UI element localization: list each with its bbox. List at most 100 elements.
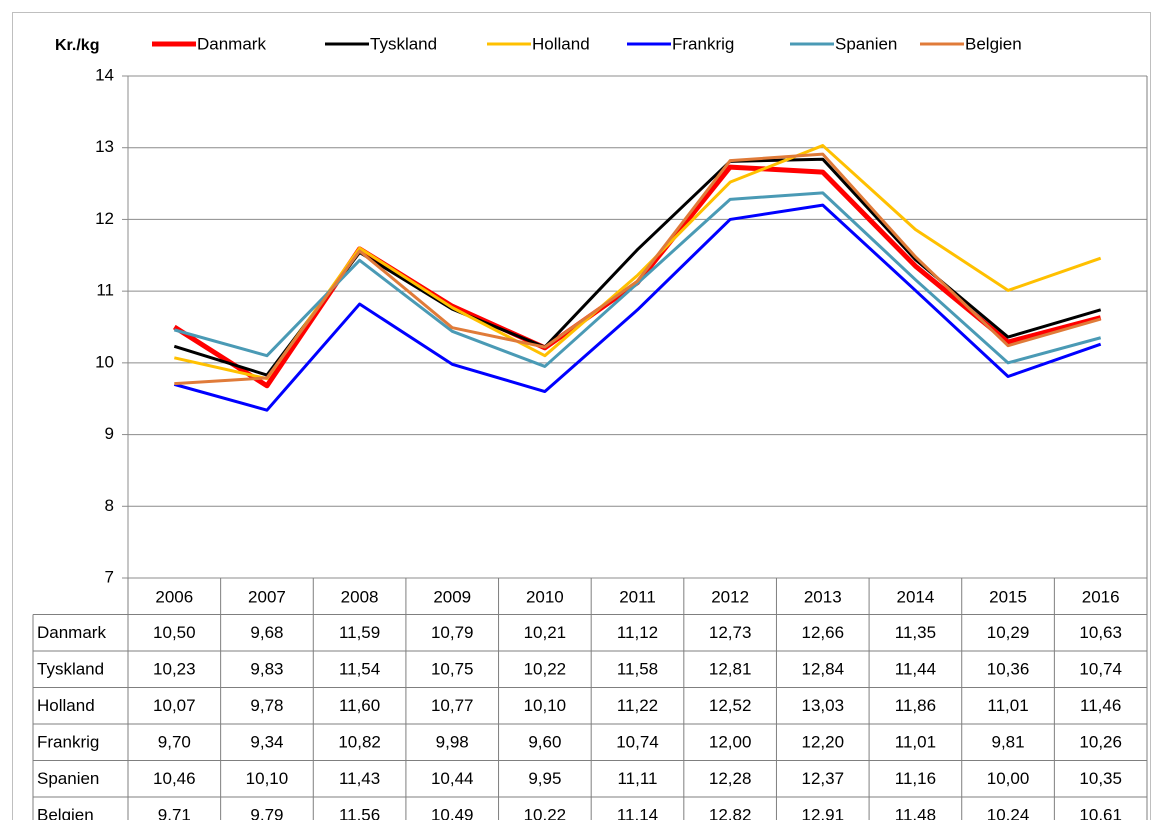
series-line <box>173 203 1102 412</box>
table-cell: 9,68 <box>250 623 283 642</box>
x-tick-label: 2013 <box>804 588 842 607</box>
x-tick-label: 2016 <box>1082 588 1120 607</box>
table-cell: 10,36 <box>987 660 1030 679</box>
table-row-label: Spanien <box>37 769 99 788</box>
table-cell: 11,43 <box>339 769 380 788</box>
table-cell: 9,60 <box>528 733 561 752</box>
table-cell: 9,95 <box>528 769 561 788</box>
table-cell: 10,77 <box>431 696 474 715</box>
x-tick-label: 2010 <box>526 588 564 607</box>
y-tick-label: 9 <box>105 424 114 443</box>
table-cell: 10,74 <box>616 733 659 752</box>
table-cell: 10,82 <box>338 733 381 752</box>
x-tick-label: 2006 <box>155 588 193 607</box>
legend-label: Belgien <box>965 34 1022 53</box>
table-cell: 9,98 <box>436 733 469 752</box>
x-tick-label: 2011 <box>619 588 656 607</box>
table-cell: 12,81 <box>709 660 752 679</box>
table-row-label: Danmark <box>37 623 106 642</box>
table-cell: 13,03 <box>801 696 844 715</box>
table-cell: 12,52 <box>709 696 752 715</box>
x-tick-label: 2008 <box>341 588 379 607</box>
table-cell: 12,84 <box>801 660 844 679</box>
table-cell: 10,79 <box>431 623 474 642</box>
table-cell: 12,00 <box>709 733 752 752</box>
table-cell: 9,79 <box>250 806 283 820</box>
table-cell: 10,23 <box>153 660 196 679</box>
table-cell: 10,10 <box>524 696 567 715</box>
table-cell: 11,58 <box>617 660 658 679</box>
series-line <box>174 152 1102 386</box>
table-cell: 10,00 <box>987 769 1030 788</box>
table-cell: 12,73 <box>709 623 752 642</box>
legend-label: Holland <box>532 34 590 53</box>
table-cell: 10,49 <box>431 806 474 820</box>
table-cell: 10,10 <box>246 769 289 788</box>
table-cell: 12,20 <box>801 733 844 752</box>
table-cell: 12,66 <box>801 623 844 642</box>
table-cell: 10,29 <box>987 623 1030 642</box>
table-row-label: Frankrig <box>37 733 99 752</box>
table-cell: 11,01 <box>895 733 936 752</box>
table-cell: 9,34 <box>250 733 283 752</box>
table-cell: 10,74 <box>1079 660 1122 679</box>
table-cell: 10,61 <box>1079 806 1122 820</box>
legend-label: Tyskland <box>370 34 437 53</box>
table-cell: 11,14 <box>617 806 658 820</box>
y-tick-label: 12 <box>95 209 114 228</box>
table-cell: 11,16 <box>895 769 936 788</box>
y-axis-label: Kr./kg <box>55 37 99 54</box>
legend-label: Spanien <box>835 34 897 53</box>
table-cell: 9,81 <box>991 733 1024 752</box>
table-cell: 11,59 <box>339 623 380 642</box>
table-row-label: Holland <box>37 696 95 715</box>
table-cell: 11,56 <box>339 806 380 820</box>
y-tick-label: 8 <box>105 496 114 515</box>
x-tick-label: 2009 <box>433 588 471 607</box>
table-cell: 11,11 <box>617 769 657 788</box>
table-cell: 10,21 <box>524 623 567 642</box>
table-cell: 11,86 <box>895 696 936 715</box>
table-cell: 12,91 <box>801 806 844 820</box>
table-cell: 11,54 <box>339 660 380 679</box>
table-row-label: Belgien <box>37 806 94 820</box>
y-tick-label: 7 <box>105 567 114 586</box>
table-row-label: Tyskland <box>37 660 104 679</box>
series-line <box>173 144 1102 381</box>
table-cell: 10,46 <box>153 769 196 788</box>
table-cell: 10,63 <box>1079 623 1122 642</box>
y-tick-label: 14 <box>95 65 114 84</box>
x-tick-label: 2015 <box>989 588 1027 607</box>
table-cell: 10,50 <box>153 623 196 642</box>
x-tick-label: 2014 <box>896 588 934 607</box>
table-cell: 11,46 <box>1080 696 1121 715</box>
table-cell: 9,83 <box>250 660 283 679</box>
table-cell: 11,60 <box>339 696 380 715</box>
table-cell: 9,71 <box>158 806 191 820</box>
table-cell: 11,22 <box>617 696 658 715</box>
table-cell: 10,07 <box>153 696 196 715</box>
table-cell: 11,35 <box>895 623 936 642</box>
chart-frame <box>12 12 1151 820</box>
table-cell: 10,35 <box>1079 769 1122 788</box>
table-cell: 10,44 <box>431 769 474 788</box>
table-cell: 10,22 <box>524 660 567 679</box>
y-tick-label: 10 <box>95 352 114 371</box>
table-cell: 9,78 <box>250 696 283 715</box>
y-tick-label: 13 <box>95 137 114 156</box>
table-cell: 10,24 <box>987 806 1030 820</box>
x-tick-label: 2012 <box>711 588 749 607</box>
table-cell: 11,48 <box>895 806 936 820</box>
table-cell: 12,28 <box>709 769 752 788</box>
legend-label: Danmark <box>197 34 266 53</box>
table-cell: 10,75 <box>431 660 474 679</box>
table-cell: 10,26 <box>1079 733 1122 752</box>
legend-label: Frankrig <box>672 34 734 53</box>
y-tick-label: 11 <box>96 281 114 300</box>
table-cell: 11,12 <box>617 623 658 642</box>
table-cell: 10,22 <box>524 806 567 820</box>
series-line <box>173 157 1102 377</box>
table-cell: 11,44 <box>895 660 936 679</box>
x-tick-label: 2007 <box>248 588 286 607</box>
